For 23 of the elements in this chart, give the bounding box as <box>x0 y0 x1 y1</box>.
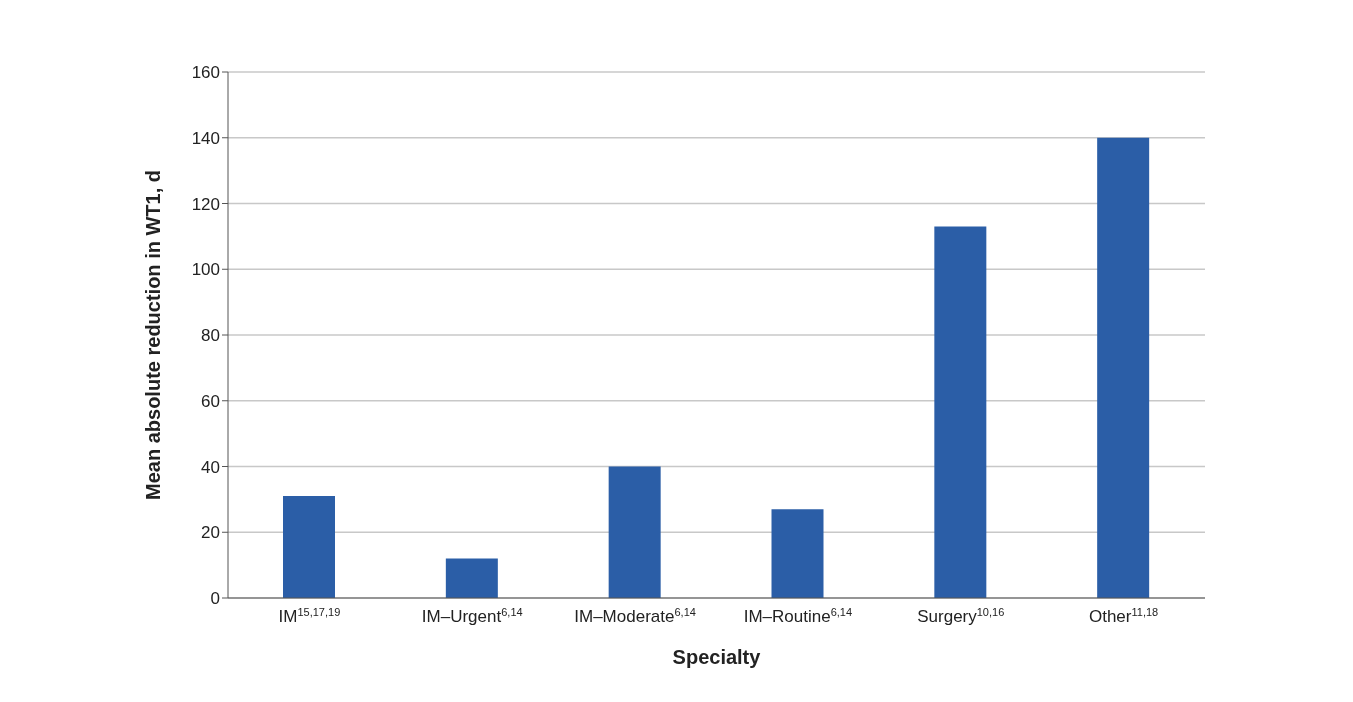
bar <box>771 509 824 598</box>
x-axis-title: Specialty <box>672 646 762 668</box>
x-tick-label: IM–Moderate$^{6,14}$ <box>574 606 696 626</box>
y-tick-label: 120 <box>191 194 220 214</box>
x-tick-label: Surgery$^{10,16}$ <box>917 606 1005 626</box>
x-tick-label: IM–Routine$^{6,14}$ <box>743 606 853 626</box>
bar <box>934 226 987 598</box>
bar <box>1097 137 1150 598</box>
y-tick-label: 20 <box>201 523 220 543</box>
bar <box>283 496 335 598</box>
y-tick-label: 80 <box>201 326 220 346</box>
y-tick-label: 0 <box>210 589 220 609</box>
x-tick-label: Other$^{11,18}$ <box>1088 606 1159 626</box>
x-tick-label: IM–Urgent$^{6,14}$ <box>421 606 523 626</box>
x-tick-label: IM$^{15,17,19}$ <box>278 606 341 626</box>
y-tick-label: 60 <box>201 391 220 411</box>
y-tick-label: 160 <box>191 63 220 83</box>
y-tick-label: 140 <box>191 128 220 148</box>
bar <box>445 558 498 598</box>
y-tick-label: 40 <box>201 457 220 477</box>
bar <box>608 466 661 598</box>
y-tick-label: 100 <box>191 260 220 280</box>
y-axis-title: Mean absolute reduction in WT1, d <box>142 169 165 500</box>
